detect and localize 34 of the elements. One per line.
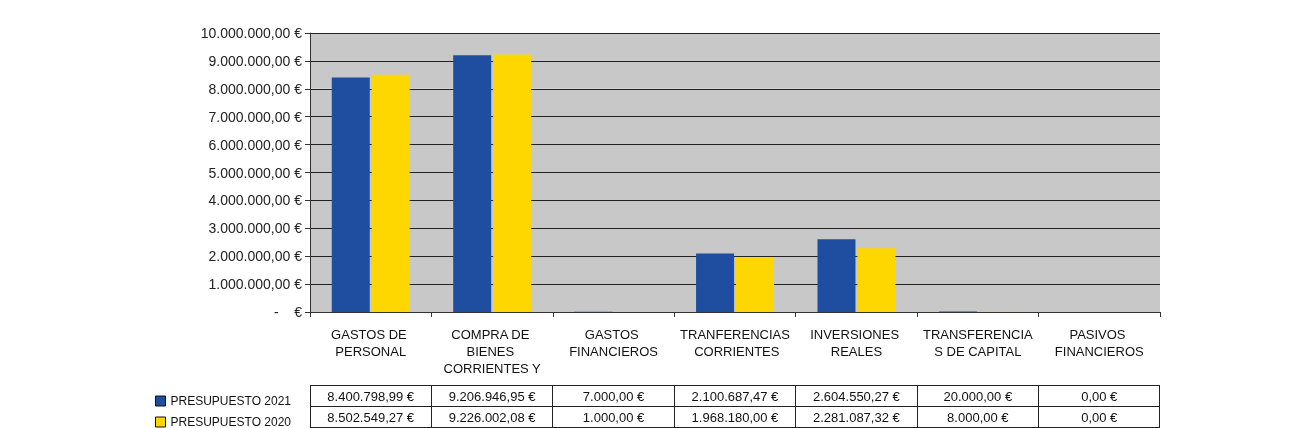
data-label: 1.968.180,00 € [674, 406, 796, 428]
y-tick-label: 2.000.000,00 € [208, 248, 303, 265]
y-tick-label: 9.000.000,00 € [208, 52, 303, 69]
legend-label: PRESUPUESTO 2020 [170, 415, 292, 428]
data-label: 2.100.687,47 € [674, 385, 796, 407]
x-tick-label: GASTOS FINANCIEROS [569, 327, 659, 359]
x-tick-label: TRANSFERENCIAS DE CAPITAL [922, 327, 1034, 359]
data-label: 2.281.087,32 € [795, 406, 918, 428]
y-tick-label: 5.000.000,00 € [208, 164, 303, 181]
y-tick-label: 1.000.000,00 € [208, 276, 303, 293]
data-label: 20.000,00 € [917, 385, 1039, 407]
data-label: 7.000,00 € [552, 385, 675, 407]
y-tick-label: 10.000.000,00 € [200, 25, 303, 41]
y-tick-label: - € [273, 304, 303, 320]
y-tick-label: 8.000.000,00 € [208, 80, 303, 97]
data-label: 0,00 € [1038, 406, 1160, 428]
x-tick-label: GASTOS DE PERSONAL [331, 327, 411, 359]
data-label: 0,00 € [1038, 385, 1160, 407]
y-tick-label: 4.000.000,00 € [208, 192, 303, 209]
data-label: 2.604.550,27 € [795, 385, 918, 407]
x-tick-label: COMPRA DE BIENES CORRIENTES Y [443, 327, 542, 376]
data-label: 1.000,00 € [552, 406, 675, 428]
data-label: 9.226.002,08 € [431, 406, 553, 428]
data-label: 8.502.549,27 € [310, 406, 432, 428]
x-tick-label: INVERSIONES REALES [810, 327, 903, 359]
y-tick-label: 7.000.000,00 € [208, 108, 303, 125]
data-label: 8.400.798,99 € [310, 385, 432, 407]
data-label: 8.000,00 € [917, 406, 1039, 428]
legend-label: PRESUPUESTO 2021 [170, 394, 292, 408]
x-tick-label: TRANFERENCIAS CORRIENTES [680, 327, 791, 359]
x-tick-label: PASIVOS FINANCIEROS [1054, 327, 1145, 359]
y-tick-label: 6.000.000,00 € [208, 136, 303, 153]
data-label: 9.206.946,95 € [431, 385, 553, 407]
y-tick-label: 3.000.000,00 € [208, 220, 303, 237]
